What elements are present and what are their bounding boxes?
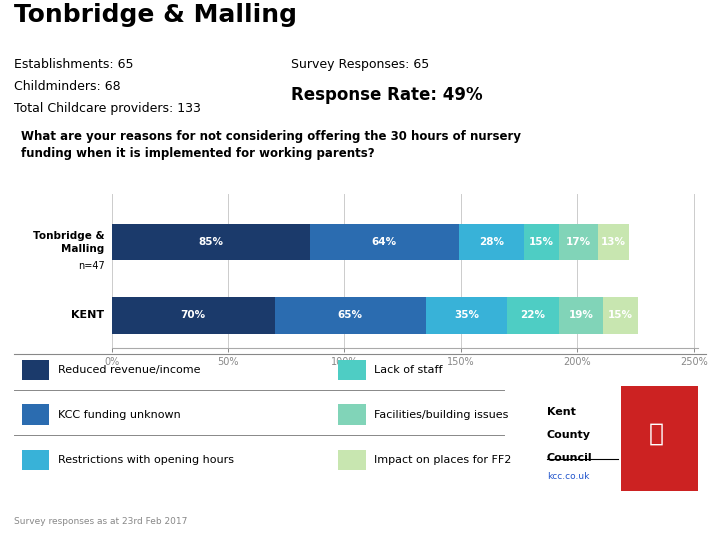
Text: 85%: 85% xyxy=(198,237,223,247)
Bar xyxy=(310,224,459,260)
Bar xyxy=(112,224,310,260)
Bar xyxy=(559,297,603,334)
Text: 19%: 19% xyxy=(568,310,593,320)
Text: 65%: 65% xyxy=(338,310,363,320)
Point xyxy=(613,456,622,462)
Text: 22%: 22% xyxy=(521,310,546,320)
Bar xyxy=(621,386,698,491)
Text: Establishments: 65: Establishments: 65 xyxy=(14,58,134,71)
Text: n=47: n=47 xyxy=(78,261,104,271)
Text: What are your reasons for not considering offering the 30 hours of nursery
fundi: What are your reasons for not considerin… xyxy=(22,130,521,160)
Text: Restrictions with opening hours: Restrictions with opening hours xyxy=(58,455,233,465)
Text: KCC funding unknown: KCC funding unknown xyxy=(58,410,180,420)
Text: Facilities/building issues: Facilities/building issues xyxy=(374,410,509,420)
Text: Lack of staff: Lack of staff xyxy=(374,365,443,375)
Text: Tonbridge &: Tonbridge & xyxy=(33,231,104,241)
Text: Total Childcare providers: 133: Total Childcare providers: 133 xyxy=(14,102,202,115)
Text: KENT: KENT xyxy=(71,310,104,320)
Text: Tonbridge & Malling: Tonbridge & Malling xyxy=(14,3,297,26)
Bar xyxy=(426,297,508,334)
Bar xyxy=(459,224,523,260)
Bar xyxy=(523,224,559,260)
Text: Survey responses as at 23rd Feb 2017: Survey responses as at 23rd Feb 2017 xyxy=(14,517,188,526)
Text: kcc.co.uk: kcc.co.uk xyxy=(546,472,589,482)
Text: Malling: Malling xyxy=(61,245,104,254)
Text: Reduced revenue/income: Reduced revenue/income xyxy=(58,365,200,375)
Point xyxy=(542,456,551,462)
Text: 🐴: 🐴 xyxy=(649,422,664,446)
Bar xyxy=(598,224,629,260)
Text: 15%: 15% xyxy=(528,237,554,247)
Text: Kent: Kent xyxy=(546,407,575,417)
Text: Childminders: 68: Childminders: 68 xyxy=(14,80,121,93)
Text: 64%: 64% xyxy=(372,237,397,247)
Text: 70%: 70% xyxy=(181,310,206,320)
Bar xyxy=(603,297,638,334)
Text: 13%: 13% xyxy=(601,237,626,247)
Bar xyxy=(274,297,426,334)
Text: Impact on places for FF2: Impact on places for FF2 xyxy=(374,455,512,465)
Text: 17%: 17% xyxy=(566,237,591,247)
Bar xyxy=(559,224,598,260)
Text: 15%: 15% xyxy=(608,310,633,320)
Text: Survey Responses: 65: Survey Responses: 65 xyxy=(291,58,429,71)
Bar xyxy=(112,297,274,334)
Text: Council: Council xyxy=(546,454,593,463)
Text: 28%: 28% xyxy=(479,237,504,247)
Bar xyxy=(508,297,559,334)
Text: 35%: 35% xyxy=(454,310,480,320)
Text: Response Rate: 49%: Response Rate: 49% xyxy=(291,86,482,104)
Text: County: County xyxy=(546,430,590,440)
